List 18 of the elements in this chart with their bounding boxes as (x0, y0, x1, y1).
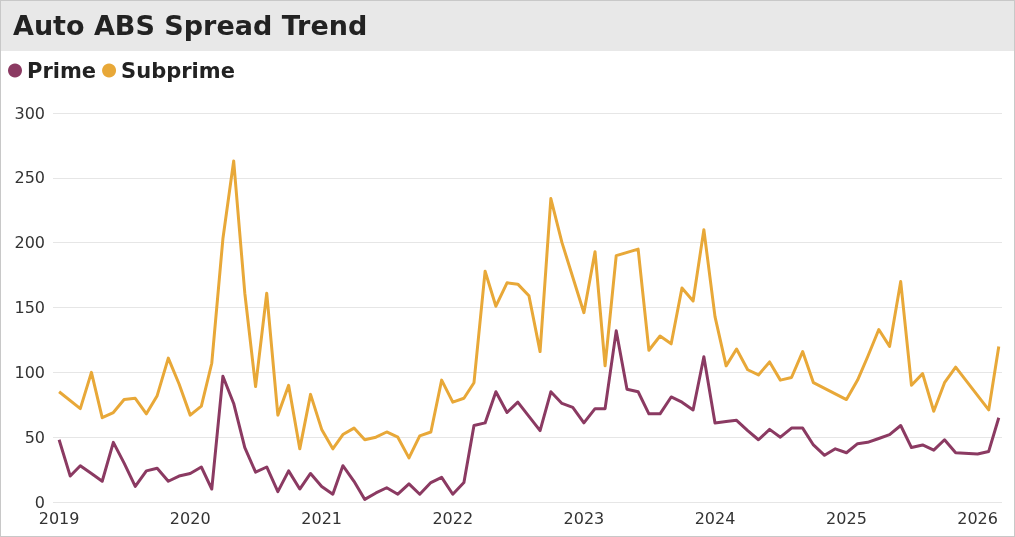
x-tick-label: 2024 (694, 508, 736, 528)
x-tick-label: 2020 (169, 508, 211, 528)
y-tick-label: 50 (24, 427, 45, 447)
x-tick-label: 2025 (826, 508, 867, 528)
x-tick-label: 2023 (563, 508, 605, 528)
x-tick-label: 2021 (301, 508, 343, 528)
legend-label: Subprime (121, 58, 235, 83)
y-tick-label: 100 (14, 362, 45, 382)
y-tick-label: 300 (14, 103, 45, 123)
y-tick-label: 150 (14, 298, 45, 317)
x-tick-label: 2022 (432, 508, 474, 528)
legend-label: Prime (27, 58, 97, 83)
line-series (57, 159, 1001, 460)
y-tick-label: 200 (14, 233, 45, 253)
y-tick-label: 250 (14, 168, 45, 188)
chart-title: Auto ABS Spread Trend (1, 1, 1014, 51)
line-series (57, 329, 1001, 501)
x-tick-label: 2026 (957, 508, 998, 528)
